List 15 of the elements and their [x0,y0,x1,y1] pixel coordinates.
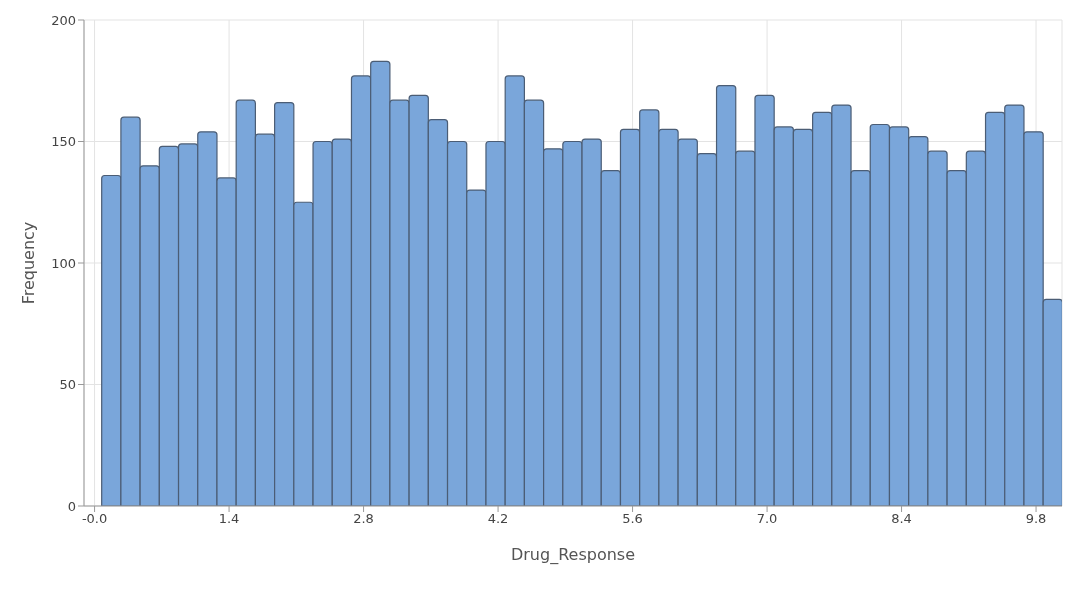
y-tick-label: 200 [51,12,76,28]
y-tick-label: 50 [59,377,76,393]
x-tick-label: 1.4 [218,511,240,527]
x-tick-label: 5.6 [622,511,643,527]
y-tick-label: 100 [51,255,76,271]
y-axis-title: Frequency [18,221,38,305]
x-tick-label: 4.2 [487,511,509,527]
y-tick-label: 0 [67,498,76,514]
x-axis-title: Drug_Response [510,545,636,565]
y-tick-label: 150 [51,134,76,150]
x-tick-label: 2.8 [353,511,374,527]
x-tick-label: 9.8 [1025,511,1047,527]
x-tick-label: 7.0 [756,511,778,527]
x-tick-label: -0.0 [81,511,108,527]
x-tick-label: 8.4 [891,511,912,527]
